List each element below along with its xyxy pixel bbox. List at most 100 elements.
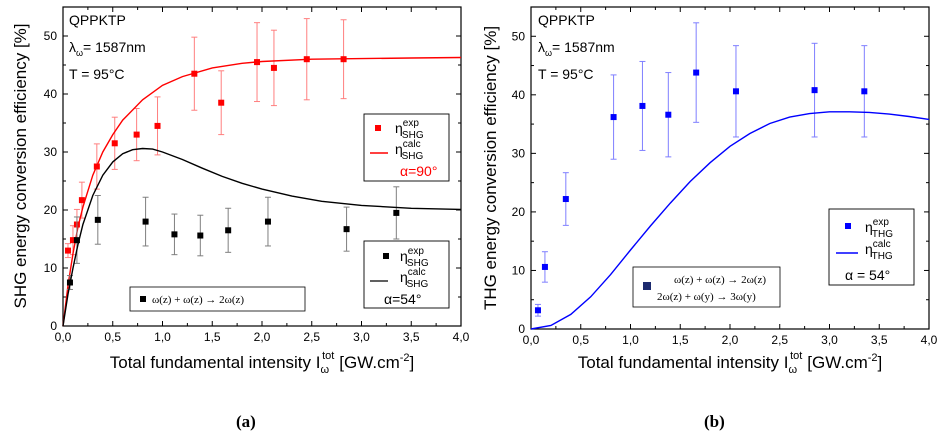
eta-sub: THG — [872, 251, 893, 262]
panel-b-ytick-label: 50 — [512, 29, 526, 43]
panel-a-xtick-label: 4,0 — [453, 330, 470, 344]
panel-b-ytick-label: 0 — [518, 322, 525, 336]
panel-a-ticks: 0,0 0,5 1,0 1,5 2,0 2,5 3,0 3,5 4,0 0 10 20 30 40 50 — [44, 7, 470, 344]
panel-b-series-0-point — [541, 263, 548, 270]
panel-a-series-0-point — [64, 247, 71, 254]
panel-a-xtick-label: 2,0 — [254, 330, 271, 344]
panel-a-xtick-label: 1,0 — [154, 330, 171, 344]
panel-b-legend-calc: ηcalc THG — [865, 239, 893, 262]
eta-sub: SHG — [407, 279, 429, 290]
panel-b-ytick-label: 30 — [512, 146, 526, 160]
panel-a-marks — [62, 18, 462, 327]
eta-symbol: η — [865, 241, 873, 257]
panel-b-xtick-label: 0,0 — [523, 333, 540, 347]
panel-b-wavelength-value: = 1587nm — [552, 39, 615, 55]
panel-a-ytick-label: 30 — [44, 145, 58, 159]
panel-a-legend-90-marker — [375, 125, 381, 131]
eta-symbol: η — [865, 219, 873, 235]
panel-b-process-marker — [643, 282, 651, 290]
panel-b-xtick-label: 1,0 — [622, 333, 639, 347]
panel-a-lambda-sub: ω — [76, 48, 83, 58]
eta-symbol: η — [395, 120, 403, 136]
panel-b-series-0-point — [811, 87, 818, 94]
panel-a-series-0-point — [270, 64, 277, 71]
panel-b-letter: (b) — [704, 412, 725, 431]
panel-b-xlabel-close: ] — [878, 353, 883, 372]
panel-a-series-2-point — [197, 232, 204, 239]
eta-symbol: η — [400, 248, 408, 264]
panel-b-series-1-line — [530, 111, 930, 330]
panel-a-series-2-point — [142, 218, 149, 225]
panel-b-ylabel: THG energy conversion efficiency [%] — [481, 26, 500, 310]
panel-a-xlabel-unit-sup: -2 — [400, 352, 410, 364]
panel-b-ticks: 0,0 0,5 1,0 1,5 2,0 2,5 3,0 3,5 4,0 0 10 20 30 40 50 — [512, 7, 938, 347]
panel-a-xtick-label: 2,5 — [303, 330, 320, 344]
panel-a-lambda: λ — [69, 39, 76, 55]
panel-a-ytick-label: 0 — [50, 319, 57, 333]
panel-b-xtick-label: 3,0 — [821, 333, 838, 347]
panel-b-info-wavelength: λω= 1587nm — [538, 39, 615, 58]
panel-a-ytick-label: 20 — [44, 203, 58, 217]
panel-a-series-2-point — [393, 209, 400, 216]
panel-a-ytick-label: 50 — [44, 29, 58, 43]
eta-sup: calc — [873, 239, 891, 250]
panel-a-series-0-point — [133, 131, 140, 138]
panel-b-legend-exp-marker — [845, 223, 851, 229]
panel-b-xtick-label: 2,0 — [722, 333, 739, 347]
panel-b-process-box — [632, 266, 781, 308]
panel-b-series-0-point — [562, 196, 569, 203]
panel-a-series-0-point — [69, 237, 76, 244]
eta-sup: exp — [873, 217, 890, 228]
panel-b-xlabel-main: Total fundamental intensity I — [578, 353, 789, 372]
panel-a-series-2-point — [73, 237, 80, 244]
panel-a-legend-54-exp: ηexp SHG — [400, 246, 429, 269]
eta-symbol: η — [395, 141, 403, 157]
panel-a-legend-54-alpha: α=54° — [384, 291, 421, 307]
panel-a-xtick-label: 1,5 — [204, 330, 221, 344]
panel-b-ytick-label: 40 — [512, 88, 526, 102]
panel-a-legend-90-exp: ηexp SHG — [395, 118, 424, 141]
panel-b-legend-exp: ηexp THG — [865, 217, 893, 240]
panel-a-series-2-point — [171, 231, 178, 238]
eta-sup: exp — [408, 246, 425, 257]
panel-b-xtick-label: 4,0 — [921, 333, 938, 347]
panel-b-chart: 0,0 0,5 1,0 1,5 2,0 2,5 3,0 3,5 4,0 0 10 20 30 40 50 T… — [481, 6, 938, 376]
panel-b-xtick-label: 1,5 — [672, 333, 689, 347]
eta-sub: SHG — [407, 258, 429, 269]
panel-b-xlabel-sub: ω — [788, 364, 797, 376]
panel-a-legend-90-alpha: α=90° — [400, 163, 437, 179]
panel-a-ytick-label: 10 — [44, 261, 58, 275]
panel-a-series-0-point — [154, 122, 161, 129]
panel-a-process-box — [129, 286, 306, 312]
panel-b-info-material: QPPKTP — [538, 12, 595, 28]
panel-a-info-temperature: T = 95°C — [69, 66, 125, 82]
panel-a-series-1-line — [62, 56, 462, 327]
panel-a-xtick-label: 0,5 — [104, 330, 121, 344]
panel-b-series-0-point — [534, 307, 541, 314]
eta-symbol: η — [400, 269, 408, 285]
panel-a-info-material: QPPKTP — [69, 12, 126, 28]
panel-a-ylabel: SHG energy conversion efficiency [%] — [11, 23, 30, 308]
panel-a-series-2-point — [264, 218, 271, 225]
panel-b-lambda-sub: ω — [545, 48, 552, 58]
panel-b-ytick-label: 10 — [512, 263, 526, 277]
panel-b-marks — [530, 22, 930, 330]
panel-a-series-2-point — [343, 226, 350, 233]
panel-b-xtick-label: 3,5 — [871, 333, 888, 347]
panel-b-legend-alpha: α = 54° — [845, 267, 890, 283]
panel-a-process-marker — [140, 296, 146, 302]
panel-b-process-line-1: ω(z) + ω(z) → 2ω(z) — [674, 274, 766, 286]
panel-b-ytick-label: 20 — [512, 205, 526, 219]
panel-a-series-3-line — [62, 147, 462, 327]
panel-a-legend-54-marker — [383, 253, 389, 259]
panel-b-xtick-label: 0,5 — [572, 333, 589, 347]
panel-a-legend-54-calc: ηcalc SHG — [400, 267, 428, 290]
panel-a-chart: 0,0 0,5 1,0 1,5 2,0 2,5 3,0 3,5 4,0 0 10 20 30 40 50 S… — [11, 6, 470, 376]
panel-b-series-0-point — [665, 111, 672, 118]
panel-b-process-line-2: 2ω(z) + ω(y) → 3ω(y) — [657, 291, 756, 303]
eta-sup: calc — [403, 139, 421, 150]
panel-a-xlabel-unit: [GW.cm — [339, 353, 399, 372]
panel-a-ytick-label: 40 — [44, 87, 58, 101]
eta-sub: SHG — [402, 130, 424, 141]
